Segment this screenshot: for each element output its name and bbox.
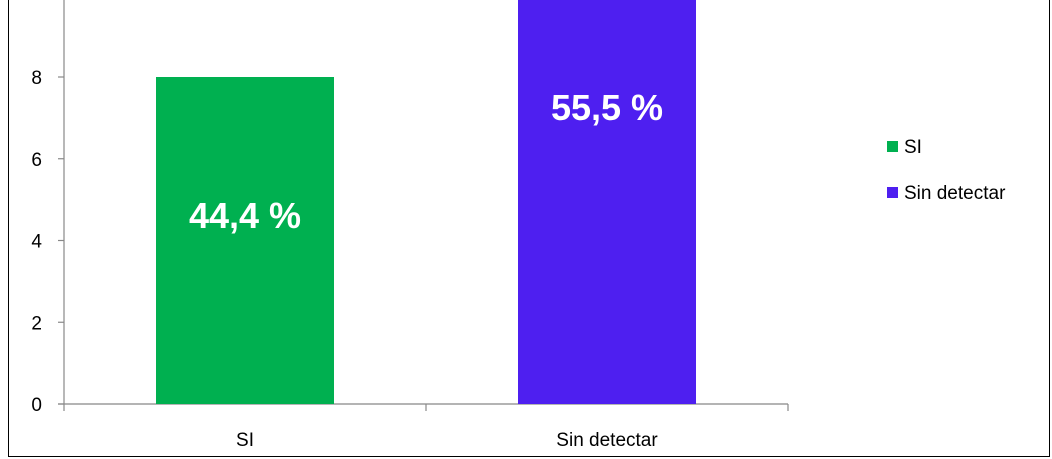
legend-label: Sin detectar xyxy=(904,183,1006,204)
y-tick-label: 4 xyxy=(31,232,42,253)
bar-si xyxy=(156,77,334,404)
x-tick-label: Sin detectar xyxy=(556,430,658,451)
bar-sin-detectar xyxy=(518,0,696,404)
x-tick-label: SI xyxy=(236,430,254,451)
legend-swatch xyxy=(887,141,898,152)
data-label: 44,4 % xyxy=(189,195,301,236)
y-tick-label: 0 xyxy=(31,395,42,416)
y-tick-label: 2 xyxy=(31,313,42,334)
legend-label: SI xyxy=(904,137,922,158)
y-tick-label: 8 xyxy=(31,68,42,89)
legend-swatch xyxy=(887,187,898,198)
y-tick-label: 6 xyxy=(31,150,42,171)
data-label: 55,5 % xyxy=(551,87,663,128)
